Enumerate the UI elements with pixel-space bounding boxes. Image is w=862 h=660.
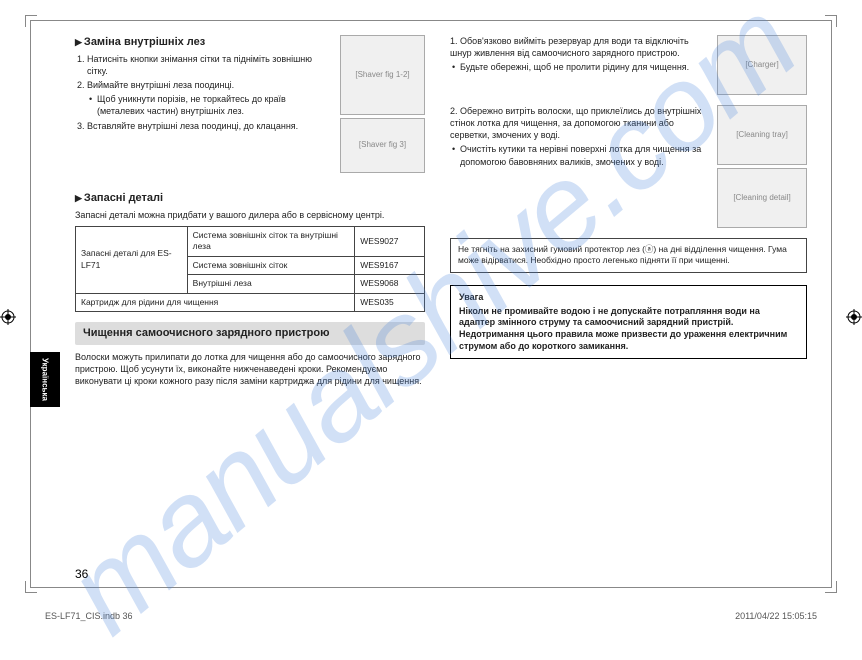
- heading-cleaning: Чищення самоочисного зарядного пристрою: [75, 322, 425, 345]
- step-text: Обережно витріть волоски, що приклеїлись…: [450, 106, 701, 140]
- figure-placeholder: [Charger]: [717, 35, 807, 95]
- list-sub-item: Щоб уникнути порізів, не торкайтесь до к…: [87, 93, 330, 117]
- blade-replacement-block: Заміна внутрішніх лез Натисніть кнопки з…: [75, 35, 425, 173]
- table-cell: Запасні деталі для ES-LF71: [76, 226, 188, 293]
- left-column: Заміна внутрішніх лез Натисніть кнопки з…: [75, 35, 425, 573]
- table-cell: WES035: [355, 293, 425, 311]
- caution-text: Ніколи не промивайте водою і не допускай…: [459, 306, 798, 353]
- crop-mark-tl: [25, 15, 37, 27]
- footer-right: 2011/04/22 15:05:15: [735, 611, 817, 621]
- language-tab: Українська: [30, 352, 60, 407]
- heading-spare-parts: Запасні деталі: [75, 191, 425, 206]
- table-cell: Система зовнішніх сіток та внутрішні лез…: [187, 226, 355, 256]
- list-item: Натисніть кнопки знімання сітки та підні…: [87, 53, 330, 77]
- crop-mark-bl: [25, 581, 37, 593]
- table-cell: WES9027: [355, 226, 425, 256]
- table-row: Картридж для рідини для чищення WES035: [76, 293, 425, 311]
- figure-placeholder: [Shaver fig 1-2]: [340, 35, 425, 115]
- list-item: Вставляйте внутрішні леза поодинці, до к…: [87, 120, 330, 132]
- cleaning-step-1: 1. Обов'язково вийміть резервуар для вод…: [450, 35, 807, 95]
- list-item: Виймайте внутрішні леза поодинці. Щоб ун…: [87, 79, 330, 117]
- step-number: 2.: [450, 106, 458, 116]
- footer-left: ES-LF71_CIS.indb 36: [45, 611, 133, 621]
- figure-blade-1: [Shaver fig 1-2] [Shaver fig 3]: [340, 35, 425, 173]
- page-content: Заміна внутрішніх лез Натисніть кнопки з…: [75, 35, 807, 573]
- step-text: Обов'язково вийміть резервуар для води т…: [450, 36, 689, 58]
- figure-placeholder: [Cleaning detail]: [717, 168, 807, 228]
- registration-mark-right: [846, 309, 862, 325]
- table-cell: Внутрішні леза: [187, 275, 355, 293]
- table-cell: Картридж для рідини для чищення: [76, 293, 355, 311]
- heading-blade-replacement: Заміна внутрішніх лез: [75, 35, 330, 50]
- cleaning-step-2: 2. Обережно витріть волоски, що приклеїл…: [450, 105, 807, 228]
- step-number: 1.: [450, 36, 458, 46]
- blade-steps-list: Натисніть кнопки знімання сітки та підні…: [75, 53, 330, 132]
- crop-mark-br: [825, 581, 837, 593]
- figure-placeholder: [Cleaning tray]: [717, 105, 807, 165]
- spare-parts-intro: Запасні деталі можна придбати у вашого д…: [75, 209, 425, 221]
- table-cell: WES9068: [355, 275, 425, 293]
- note-box: Не тягніть на захисний гумовий протектор…: [450, 238, 807, 273]
- spare-parts-table: Запасні деталі для ES-LF71 Система зовні…: [75, 226, 425, 312]
- registration-mark-left: [0, 309, 16, 325]
- caution-title: Увага: [459, 292, 798, 304]
- list-item-text: Виймайте внутрішні леза поодинці.: [87, 80, 234, 90]
- crop-mark-tr: [825, 15, 837, 27]
- caution-box: Увага Ніколи не промивайте водою і не до…: [450, 285, 807, 359]
- step-sub: Будьте обережні, щоб не пролити рідину д…: [450, 61, 709, 73]
- cleaning-text: Волоски можуть прилипати до лотка для чи…: [75, 351, 425, 387]
- table-cell: WES9167: [355, 256, 425, 274]
- table-row: Запасні деталі для ES-LF71 Система зовні…: [76, 226, 425, 256]
- page-number: 36: [75, 567, 88, 581]
- figure-placeholder: [Shaver fig 3]: [340, 118, 425, 173]
- table-cell: Система зовнішніх сіток: [187, 256, 355, 274]
- step-sub: Очистіть кутики та нерівні поверхні лотк…: [450, 143, 709, 167]
- footer: ES-LF71_CIS.indb 36 2011/04/22 15:05:15: [45, 611, 817, 621]
- right-column: 1. Обов'язково вийміть резервуар для вод…: [450, 35, 807, 573]
